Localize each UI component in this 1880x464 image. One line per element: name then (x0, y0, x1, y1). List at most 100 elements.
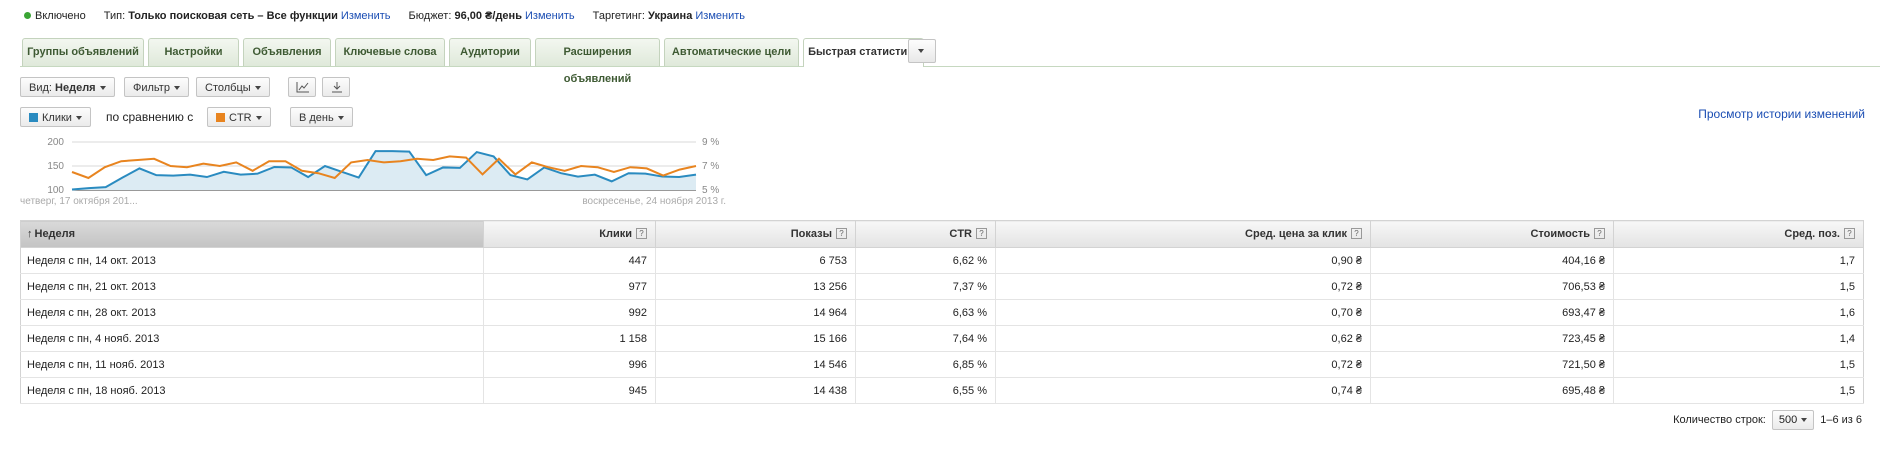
status-indicator: Включено (24, 10, 86, 22)
table-cell: 6,85 % (855, 351, 996, 378)
table-cell: 721,50 ₴ (1370, 351, 1614, 378)
pagination: Количество строк: 500 1–6 из 6 (1673, 410, 1862, 430)
stats-table: ↑ Неделя Клики? Показы? CTR? Сред. цена з… (20, 220, 1864, 404)
help-icon[interactable]: ? (1594, 228, 1605, 239)
rows-label: Количество строк: (1673, 414, 1766, 426)
table-cell: 723,45 ₴ (1370, 325, 1614, 352)
series-line-clicks (71, 150, 697, 191)
left-axis-tick: 150 (47, 161, 64, 172)
table-cell: 6,55 % (855, 377, 996, 404)
metric1-dropdown[interactable]: Клики (20, 107, 91, 127)
performance-chart-svg: 200 9 % 150 7 % 100 5 % четверг, 17 октября 20… (20, 137, 726, 207)
tab-ads[interactable]: Объявления (243, 38, 331, 66)
table-cell: 1,5 (1613, 377, 1864, 404)
chevron-down-icon (918, 49, 924, 53)
clicks-area (72, 151, 696, 190)
columns-dropdown[interactable]: Столбцы (196, 77, 270, 97)
table-cell: 706,53 ₴ (1370, 273, 1614, 300)
tab-ad-groups[interactable]: Группы объявлений (22, 38, 144, 66)
chart-toggle-button[interactable] (288, 77, 316, 97)
download-icon (332, 82, 342, 93)
chevron-down-icon (173, 86, 180, 91)
left-axis-tick: 200 (47, 138, 64, 148)
column-header-week[interactable]: ↑ Неделя (20, 220, 484, 248)
ctr-swatch-icon (216, 113, 225, 122)
left-axis-tick: 100 (47, 185, 64, 196)
column-header-avg-cpc[interactable]: Сред. цена за клик? (995, 220, 1371, 248)
chevron-down-icon (255, 116, 262, 121)
table-cell: Неделя с пн, 18 нояб. 2013 (20, 377, 484, 404)
status-label: Включено (35, 10, 86, 22)
table-cell: 0,62 ₴ (995, 325, 1371, 352)
table-row: Неделя с пн, 21 окт. 2013 977 13 256 7,37 %… (20, 273, 1864, 300)
table-cell: 0,74 ₴ (995, 377, 1371, 404)
help-icon[interactable]: ? (1844, 228, 1855, 239)
table-cell: 977 (483, 273, 656, 300)
period-dropdown[interactable]: В день (290, 107, 353, 127)
tab-ad-extensions[interactable]: Расширения объявлений (535, 38, 660, 85)
column-header-impressions[interactable]: Показы? (655, 220, 856, 248)
table-row: Неделя с пн, 28 окт. 2013 992 14 964 6,63 %… (20, 299, 1864, 326)
tab-keywords[interactable]: Ключевые слова (335, 38, 445, 66)
tab-settings[interactable]: Настройки (148, 38, 239, 66)
table-row: Неделя с пн, 4 нояб. 2013 1 158 15 166 7,64… (20, 325, 1864, 352)
table-cell: 7,37 % (855, 273, 996, 300)
right-axis-tick: 5 % (702, 185, 719, 196)
status-dot-icon (24, 12, 31, 19)
help-icon[interactable]: ? (636, 228, 647, 239)
targeting-change-link[interactable]: Изменить (695, 10, 745, 22)
column-header-clicks[interactable]: Клики? (483, 220, 656, 248)
compare-text: по сравнению с (106, 110, 194, 124)
table-cell: Неделя с пн, 14 окт. 2013 (20, 247, 484, 274)
column-header-avg-pos[interactable]: Сред. поз.? (1613, 220, 1864, 248)
view-dropdown[interactable]: Вид: Неделя (20, 77, 115, 97)
table-cell: 447 (483, 247, 656, 274)
table-cell: Неделя с пн, 4 нояб. 2013 (20, 325, 484, 352)
table-cell: Неделя с пн, 21 окт. 2013 (20, 273, 484, 300)
table-cell: 693,47 ₴ (1370, 299, 1614, 326)
type-change-link[interactable]: Изменить (340, 10, 391, 22)
download-button[interactable] (322, 77, 350, 97)
row-range: 1–6 из 6 (1820, 414, 1862, 426)
table-cell: 7,64 % (855, 325, 996, 352)
right-axis-tick: 9 % (702, 138, 719, 148)
table-cell: 996 (483, 351, 656, 378)
table-cell: Неделя с пн, 28 окт. 2013 (20, 299, 484, 326)
table-cell: 945 (483, 377, 656, 404)
more-tabs-button[interactable] (908, 39, 936, 63)
tab-audiences[interactable]: Аудитории (449, 38, 531, 66)
budget-info: Бюджет: 96,00 ₴/день Изменить (408, 10, 575, 22)
chevron-down-icon (337, 116, 344, 121)
table-cell: 1,6 (1613, 299, 1864, 326)
table-cell: Неделя с пн, 11 нояб. 2013 (20, 351, 484, 378)
series-line-ctr (71, 155, 697, 180)
column-header-cost[interactable]: Стоимость? (1370, 220, 1614, 248)
tab-auto-targets[interactable]: Автоматические цели (664, 38, 799, 66)
budget-change-link[interactable]: Изменить (525, 10, 575, 22)
chevron-down-icon (99, 86, 106, 91)
help-icon[interactable]: ? (976, 228, 987, 239)
table-row: Неделя с пн, 18 нояб. 2013 945 14 438 6,55 … (20, 377, 1864, 404)
column-header-ctr[interactable]: CTR? (855, 220, 996, 248)
table-cell: 6,62 % (855, 247, 996, 274)
table-row: Неделя с пн, 14 окт. 2013 447 6 753 6,62 % 0… (20, 247, 1864, 274)
x-start-label: четверг, 17 октября 201... (20, 195, 138, 207)
campaign-status-bar: Включено Тип: Только поисковая сеть – Вс… (24, 8, 757, 24)
table-cell: 0,70 ₴ (995, 299, 1371, 326)
x-end-label: воскресенье, 24 ноября 2013 г. (582, 195, 726, 207)
right-axis-tick: 7 % (702, 161, 719, 172)
table-cell: 1,5 (1613, 351, 1864, 378)
help-icon[interactable]: ? (836, 228, 847, 239)
tab-quick-stats[interactable]: Быстрая статистика (803, 38, 924, 67)
chevron-down-icon (254, 86, 261, 91)
metric2-dropdown[interactable]: CTR (207, 107, 271, 127)
table-cell: 404,16 ₴ (1370, 247, 1614, 274)
help-icon[interactable]: ? (1351, 228, 1362, 239)
rows-per-page-select[interactable]: 500 (1771, 410, 1815, 430)
line-chart-icon (296, 82, 309, 93)
table-cell: 14 438 (655, 377, 856, 404)
table-cell: 992 (483, 299, 656, 326)
change-history-link[interactable]: Просмотр истории изменений (1698, 107, 1865, 121)
filter-dropdown[interactable]: Фильтр (124, 77, 189, 97)
table-row: Неделя с пн, 11 нояб. 2013 996 14 546 6,85 … (20, 351, 1864, 378)
